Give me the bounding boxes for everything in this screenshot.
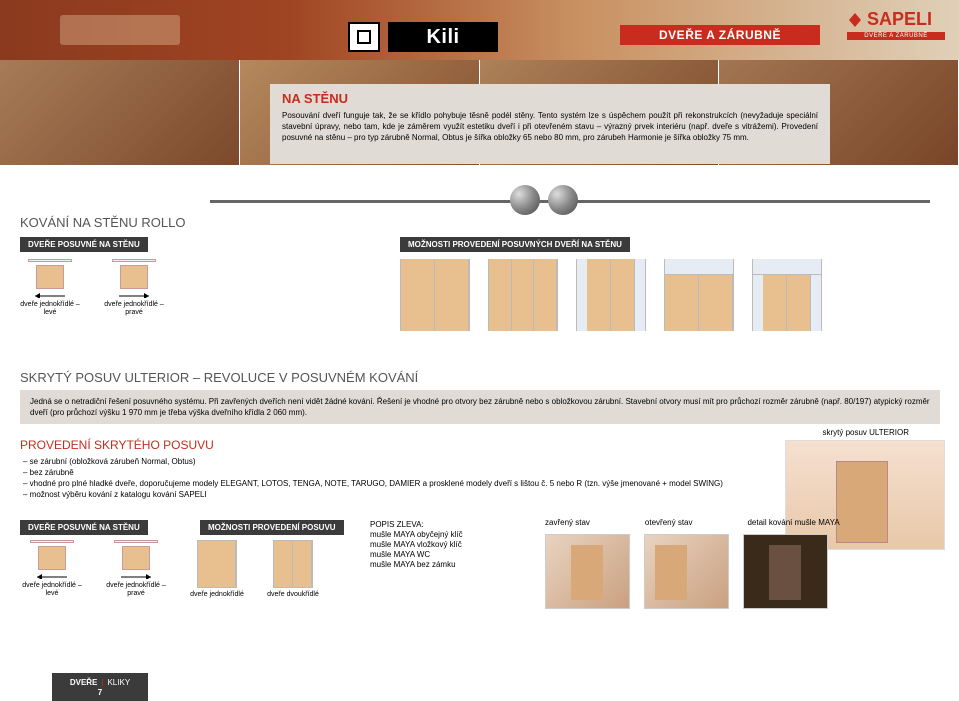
elevation-icon (752, 259, 822, 331)
state-label: otevřený stav (645, 518, 693, 527)
sapeli-sub: DVEŘE A ZÁRUBNĚ (847, 32, 945, 40)
footer-sep: | (101, 678, 103, 687)
state-label: zavřený stav (545, 518, 590, 527)
footer-left: DVEŘE (70, 678, 98, 687)
sapeli-name: SAPELI (867, 9, 932, 30)
door-label: dveře jednokřídlé – pravé (104, 582, 168, 598)
arrow-left-icon (30, 292, 70, 298)
popis-line: mušle MAYA WC (370, 550, 530, 560)
lbl: dveře dvoukřídlé (264, 591, 322, 599)
elevation-icon (576, 259, 646, 331)
elev-icon: dveře dvoukřídlé (264, 540, 322, 599)
elevation-icon (664, 259, 734, 331)
state-label: detail kování mušle MAYA (747, 518, 839, 527)
skryty-title: SKRYTÝ POSUV ULTERIOR – REVOLUCE V POSUV… (20, 370, 940, 385)
sapeli-mark-icon (847, 11, 863, 29)
rollo-knobs (510, 185, 578, 215)
page: Kili DVEŘE A ZÁRUBNĚ SAPELI DVEŘE A ZÁRU… (0, 0, 959, 701)
elevation-row (400, 259, 822, 331)
lower-icons: dveře jednokřídlé – levé dveře jednokříd… (20, 540, 168, 598)
elevation-icon (488, 259, 558, 331)
door-icons: dveře jednokřídlé – levé dveře jednokříd… (20, 259, 164, 317)
footer-right: KLIKY (107, 678, 130, 687)
elevation-icon (400, 259, 470, 331)
door-icon: dveře jednokřídlé – pravé (104, 540, 168, 598)
door-icon: dveře jednokřídlé – levé (20, 540, 84, 598)
title-bar: DVEŘE A ZÁRUBNĚ (620, 25, 820, 45)
popis-line: mušle MAYA obyčejný klíč (370, 530, 530, 540)
popis-line: mušle MAYA bez zámku (370, 560, 530, 570)
arrow-right-icon (114, 292, 154, 298)
na-stenu-para: Posouvání dveří funguje tak, že se křídl… (282, 110, 818, 143)
footer-page: 7 (98, 688, 102, 697)
popis-heading: POPIS ZLEVA: (370, 520, 530, 530)
state-thumb (545, 534, 630, 609)
footer-tab: DVEŘE | KLIKY 7 (52, 673, 148, 701)
rollo-title: KOVÁNÍ NA STĚNU ROLLO (20, 215, 940, 230)
popis-line: mušle MAYA vložkový klíč (370, 540, 530, 550)
list-item: možnost výběru kování z katalogu kování … (20, 489, 740, 500)
door-icon: dveře jednokřídlé – levé (20, 259, 80, 317)
lower-hdr1: DVEŘE POSUVNÉ NA STĚNU (20, 520, 148, 535)
kili-logo: Kili (388, 22, 498, 52)
header-right: MOŽNOSTI PROVEDENÍ POSUVNÝCH DVEŘÍ NA ST… (400, 237, 630, 252)
states-row: zavřený stav otevřený stav detail kování… (545, 518, 840, 527)
header-left: DVEŘE POSUVNÉ NA STĚNU (20, 237, 148, 252)
prov-list: se zárubní (obložková zárubeň Normal, Ob… (20, 456, 740, 500)
door-label: dveře jednokřídlé – levé (20, 582, 84, 598)
elev-icon: dveře jednokřídlé (188, 540, 246, 599)
skryty-section: SKRYTÝ POSUV ULTERIOR – REVOLUCE V POSUV… (20, 370, 940, 424)
lbl: dveře jednokřídlé (188, 591, 246, 599)
knob-icon (548, 185, 578, 215)
door-icon: dveře jednokřídlé – pravé (104, 259, 164, 317)
door-label: dveře jednokřídlé – levé (20, 301, 80, 317)
prov-section: PROVEDENÍ SKRYTÉHO POSUVU se zárubní (ob… (20, 438, 740, 500)
state-thumb (644, 534, 729, 609)
rollo-section: KOVÁNÍ NA STĚNU ROLLO DVEŘE POSUVNÉ NA S… (20, 215, 940, 236)
popis-block: POPIS ZLEVA: mušle MAYA obyčejný klíč mu… (370, 520, 530, 570)
arrow-left-icon (32, 573, 72, 579)
state-thumb (743, 534, 828, 609)
knob-icon (510, 185, 540, 215)
banner-light (60, 15, 180, 45)
skryty-text: Jedná se o netradiční řešení posuvného s… (20, 390, 940, 424)
prov-title: PROVEDENÍ SKRYTÉHO POSUVU (20, 438, 740, 452)
arrow-right-icon (116, 573, 156, 579)
sapeli-logo: SAPELI DVEŘE A ZÁRUBNĚ (847, 9, 945, 51)
list-item: vhodné pro plné hladké dveře, doporučuje… (20, 478, 740, 489)
na-stenu-box: NA STĚNU Posouvání dveří funguje tak, že… (270, 84, 830, 164)
ulterior-label: skrytý posuv ULTERIOR (822, 428, 909, 437)
interior-photo (0, 60, 240, 165)
kili-text: Kili (426, 26, 459, 49)
door-label: dveře jednokřídlé – pravé (104, 301, 164, 317)
thumbs-row (545, 534, 828, 609)
lower-icons-2: dveře jednokřídlé dveře dvoukřídlé (188, 540, 322, 599)
list-item: bez zárubně (20, 467, 740, 478)
lower-hdr2: MOŽNOSTI PROVEDENÍ POSUVU (200, 520, 344, 535)
logo-square-icon (348, 22, 380, 52)
na-stenu-heading: NA STĚNU (282, 91, 818, 106)
list-item: se zárubní (obložková zárubeň Normal, Ob… (20, 456, 740, 467)
title-text: DVEŘE A ZÁRUBNĚ (659, 28, 781, 42)
